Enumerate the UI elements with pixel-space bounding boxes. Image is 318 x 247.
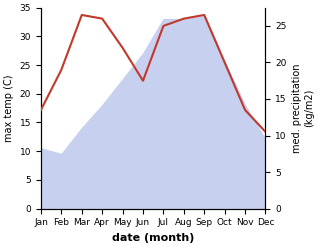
Y-axis label: med. precipitation
(kg/m2): med. precipitation (kg/m2)	[292, 63, 314, 153]
X-axis label: date (month): date (month)	[112, 233, 194, 243]
Y-axis label: max temp (C): max temp (C)	[4, 74, 14, 142]
